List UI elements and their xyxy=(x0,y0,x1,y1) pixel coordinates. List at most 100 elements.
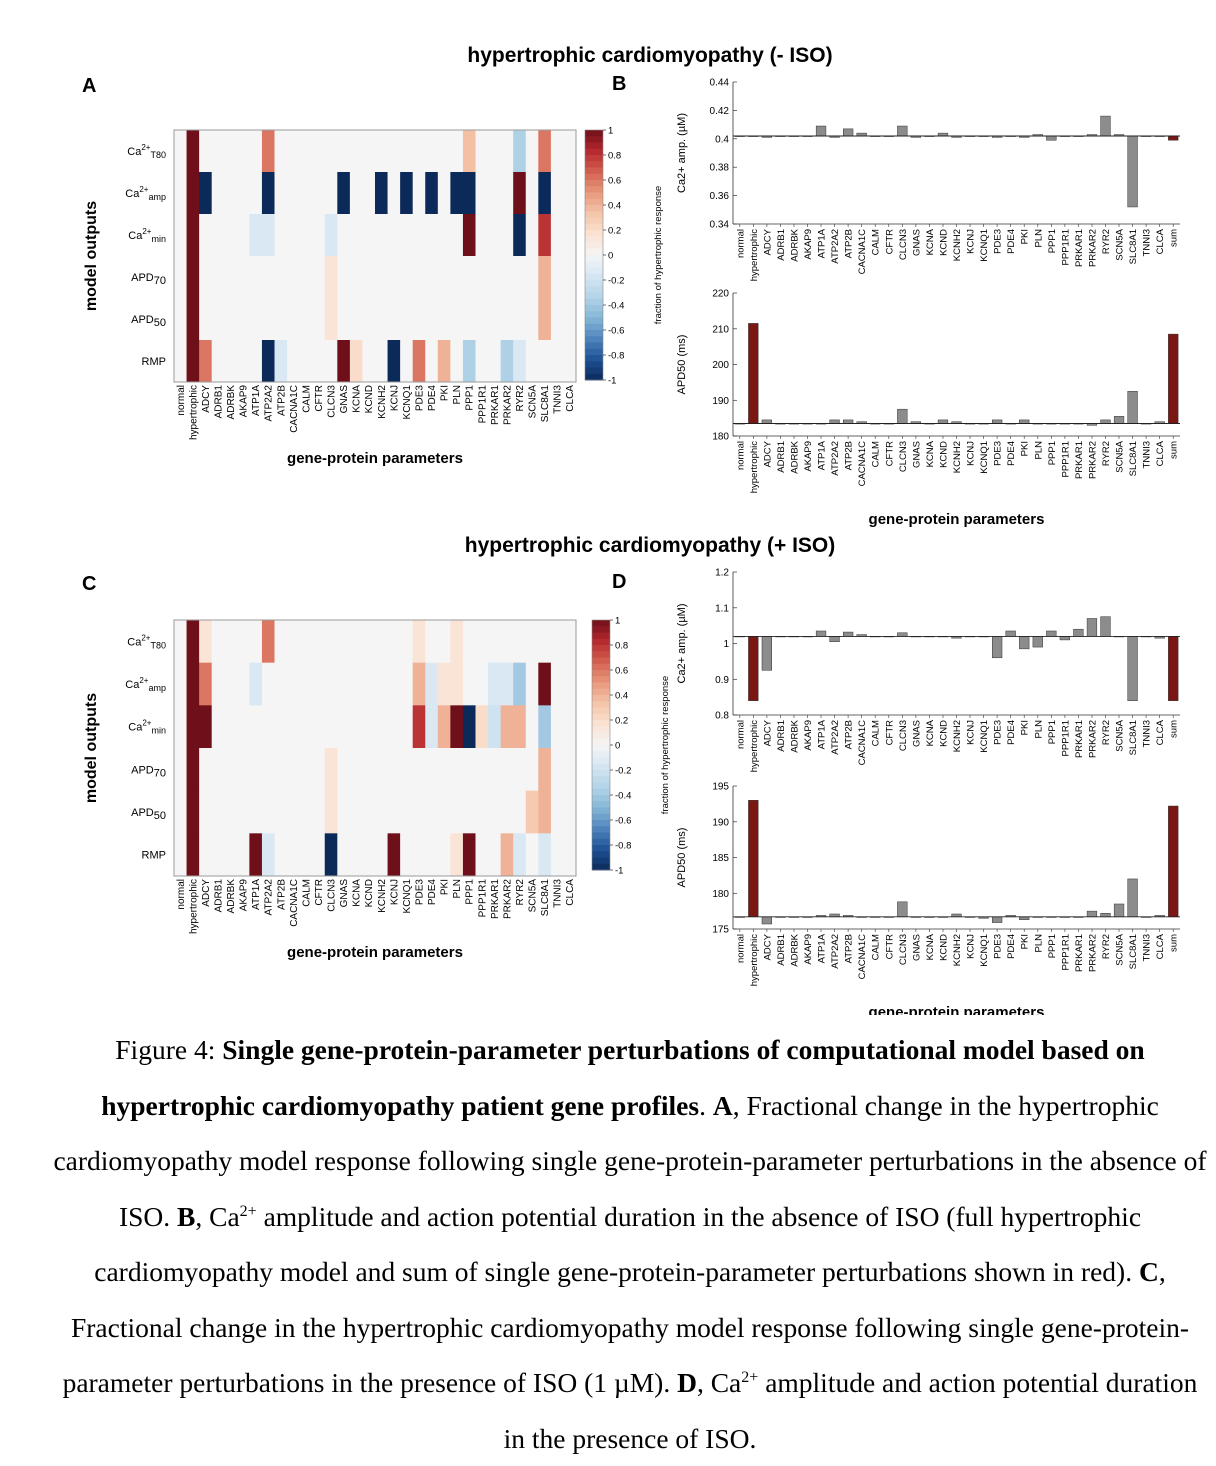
bar-pln xyxy=(1032,636,1043,648)
bar-xtick-label: sum xyxy=(1169,441,1180,459)
colorbar-segment xyxy=(585,348,603,356)
heatmap-cell xyxy=(349,298,363,341)
heatmap-cell xyxy=(400,298,414,341)
heatmap-cell xyxy=(525,298,539,341)
bar-ytick-label: 210 xyxy=(712,324,729,335)
bar-xtick-label: PPP1R1 xyxy=(1060,229,1071,265)
heatmap-col-label: ATP1A xyxy=(251,879,262,910)
heatmap-cell xyxy=(249,705,263,749)
heatmap-cell xyxy=(513,256,527,299)
heatmap-cell xyxy=(287,620,301,664)
colorbar-segment xyxy=(592,682,610,690)
bar-atp2b xyxy=(843,419,854,424)
bar-ytick-label: 180 xyxy=(712,432,729,443)
heatmap-cell xyxy=(362,662,376,706)
heatmap-cell xyxy=(261,298,275,341)
heatmap-cell xyxy=(462,172,476,215)
heatmap-cell xyxy=(362,172,376,215)
bar-kcnd xyxy=(937,132,949,137)
heatmap-cell xyxy=(500,172,514,215)
bar-slc8a1 xyxy=(1127,391,1138,424)
bar-xtick-label: CLCA xyxy=(1155,719,1166,745)
heatmap-cell xyxy=(349,790,363,834)
heatmap-cell xyxy=(538,256,552,299)
bar-xtick-label: ADRBK xyxy=(790,933,801,966)
colorbar-segment xyxy=(592,632,610,640)
heatmap-cell xyxy=(375,833,388,877)
bar-ytick-label: 0.42 xyxy=(710,106,730,117)
bar-xtick-label: PRKAR2 xyxy=(1088,229,1099,267)
bar-atp2a2 xyxy=(829,636,840,642)
colorbar-segment xyxy=(585,180,603,187)
colorbar-segment xyxy=(585,355,603,362)
heatmap-cell xyxy=(299,298,313,341)
heatmap-cell xyxy=(437,790,451,834)
heatmap-cell xyxy=(174,172,187,215)
colorbar-tick-label: 0 xyxy=(615,741,620,752)
heatmap-cell xyxy=(199,833,213,877)
heatmap-col-label: ADCY xyxy=(201,385,212,413)
heatmap-cell xyxy=(274,620,288,664)
heatmap-cell xyxy=(299,130,313,173)
heatmap-cell xyxy=(462,298,476,341)
heatmap-cell xyxy=(337,705,351,749)
bar-clcn3 xyxy=(897,125,908,137)
heatmap-cell xyxy=(475,748,489,792)
bar-ytick-label: 180 xyxy=(712,889,729,900)
heatmap-cell xyxy=(488,705,502,749)
bar-prkar2 xyxy=(1086,618,1098,637)
bar-xtick-label: AKAP9 xyxy=(803,441,814,472)
heatmap-cell xyxy=(400,833,414,877)
heatmap-cell xyxy=(450,705,464,749)
heatmap-cell xyxy=(186,620,200,664)
heatmap-col-label: PPP1 xyxy=(465,879,476,905)
bar-xtick-label: PDE3 xyxy=(993,934,1004,959)
bar-xtick-label: CACNA1C xyxy=(857,720,868,766)
heatmap-col-label: ADRB1 xyxy=(214,879,225,913)
colorbar-segment xyxy=(592,645,610,652)
heatmap-cell xyxy=(274,298,288,341)
heatmap-cell xyxy=(450,620,464,664)
bar-adcy xyxy=(761,636,772,671)
bar-ylabel: Ca2+ amp. (µM) xyxy=(676,113,688,193)
heatmap-cell xyxy=(224,214,238,257)
bar-xtick-label: PKI xyxy=(1020,934,1031,949)
heatmap-cell xyxy=(525,790,539,834)
bar-ylabel: APD50 (ms) xyxy=(676,828,688,888)
bar-pki xyxy=(1019,419,1030,424)
heatmap-col-label: ADCY xyxy=(201,879,212,907)
heatmap-cell xyxy=(387,214,401,257)
heatmap-cell xyxy=(400,214,414,257)
bar-xtick-label: ATP2B xyxy=(844,229,855,258)
heatmap-cell xyxy=(550,833,564,877)
heatmap-col-label: RYR2 xyxy=(515,385,526,412)
heatmap-cell xyxy=(500,620,514,664)
heatmap-cell xyxy=(475,256,489,299)
bar-ytick-label: 0.38 xyxy=(710,163,730,174)
bar-xtick-label: SCN5A xyxy=(1115,440,1126,472)
heatmap-cell xyxy=(513,748,527,792)
heatmap-cell xyxy=(362,256,376,299)
heatmap-cell xyxy=(412,620,426,664)
heatmap-col-label: PRKAR1 xyxy=(490,385,501,425)
colorbar-tick-label: -0.6 xyxy=(608,326,624,337)
heatmap-cell xyxy=(174,833,187,877)
bar-xtick-label: ADCY xyxy=(762,933,773,960)
bar-sum xyxy=(1168,333,1179,424)
heatmap-row-label: APD50 xyxy=(131,314,166,329)
heatmap-cell xyxy=(563,748,577,792)
bar-ppp1 xyxy=(1046,135,1057,141)
heatmap-cell xyxy=(312,705,326,749)
heatmap-cell xyxy=(236,214,250,257)
bar-xtick-label: PLN xyxy=(1033,229,1044,248)
bar-xtick-label: PRKAR2 xyxy=(1088,720,1099,758)
heatmap-cell xyxy=(349,340,363,383)
heatmap-cell xyxy=(387,662,401,706)
bar-xtick-label: PPP1 xyxy=(1047,720,1058,744)
heatmap-cell xyxy=(186,214,200,257)
bar-xlabel: gene-protein parameters xyxy=(869,1004,1045,1015)
colorbar-segment xyxy=(585,330,603,337)
bar-xtick-label: ADRB1 xyxy=(776,441,787,473)
heatmap-cell xyxy=(199,705,213,749)
